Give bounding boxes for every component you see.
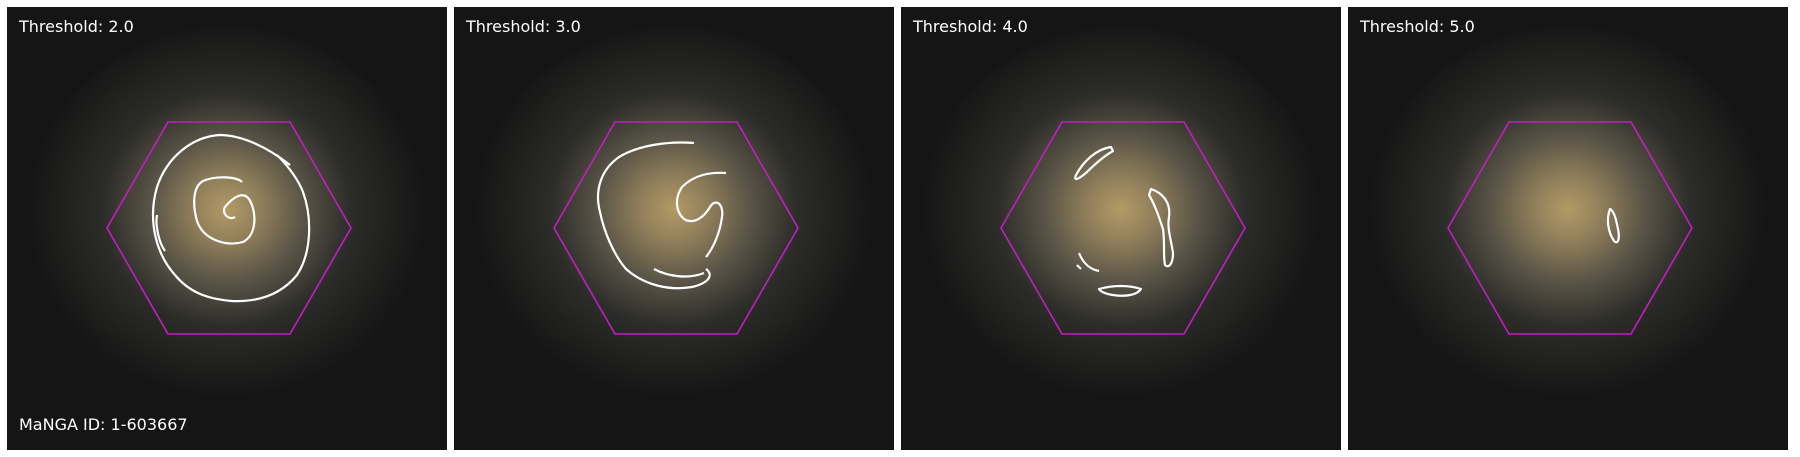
galaxy-image <box>454 7 894 450</box>
threshold-label: Threshold: 5.0 <box>1360 17 1475 36</box>
ifu-hexagon <box>553 121 799 335</box>
galaxy-image <box>7 7 447 450</box>
galaxy-image <box>1348 7 1788 450</box>
threshold-label: Threshold: 3.0 <box>466 17 581 36</box>
galaxy-panel-threshold-4: Threshold: 4.0 <box>901 7 1341 450</box>
contours <box>1606 207 1620 244</box>
galaxy-panel-threshold-2: Threshold: 2.0 MaNGA ID: 1-603667 <box>7 7 447 450</box>
contours <box>1074 145 1175 297</box>
contours <box>596 141 727 290</box>
ifu-hexagon <box>106 121 352 335</box>
galaxy-panel-threshold-5: Threshold: 5.0 <box>1348 7 1788 450</box>
manga-id-label: MaNGA ID: 1-603667 <box>19 415 188 434</box>
galaxy-panel-threshold-3: Threshold: 3.0 <box>454 7 894 450</box>
ifu-hexagon <box>1447 121 1693 335</box>
threshold-label: Threshold: 2.0 <box>19 17 134 36</box>
galaxy-image <box>901 7 1341 450</box>
ifu-hexagon <box>1000 121 1246 335</box>
contours <box>151 133 311 303</box>
threshold-label: Threshold: 4.0 <box>913 17 1028 36</box>
